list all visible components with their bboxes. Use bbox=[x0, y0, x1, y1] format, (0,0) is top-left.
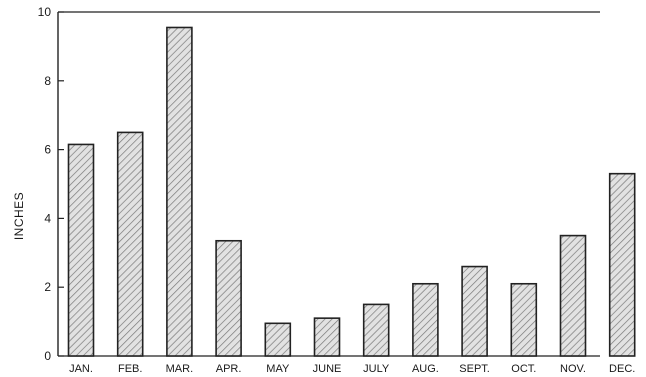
x-tick-label: MAR. bbox=[166, 363, 194, 375]
y-axis-ticks: 0 2 4 6 8 10 bbox=[38, 5, 64, 363]
bar-june bbox=[313, 317, 341, 357]
x-tick-label: JULY bbox=[363, 363, 390, 375]
x-tick-label: OCT. bbox=[511, 363, 536, 375]
x-tick-label: DEC. bbox=[609, 363, 635, 375]
y-tick-label: 2 bbox=[44, 280, 51, 294]
bar-sept bbox=[461, 265, 488, 357]
y-tick-label: 4 bbox=[44, 211, 51, 225]
bar-jan bbox=[67, 143, 95, 357]
bar-apr bbox=[215, 239, 242, 357]
bars bbox=[67, 26, 636, 357]
bar-feb bbox=[116, 131, 144, 357]
bar-mar bbox=[166, 26, 193, 357]
bar-aug bbox=[412, 282, 439, 357]
bar-may bbox=[264, 322, 292, 357]
bar-dec bbox=[608, 172, 636, 357]
y-axis-title: INCHES bbox=[12, 192, 26, 240]
x-tick-label: MAY bbox=[266, 363, 290, 375]
bar-oct bbox=[510, 282, 538, 357]
y-tick-label: 10 bbox=[38, 5, 52, 19]
x-axis-labels: JAN. FEB. MAR. APR. MAY JUNE JULY AUG. SEPT. OCT.… bbox=[69, 363, 635, 375]
y-tick-label: 6 bbox=[44, 143, 51, 157]
x-tick-label: APR. bbox=[216, 363, 242, 375]
x-tick-label: NOV. bbox=[560, 363, 586, 375]
bar-nov bbox=[559, 234, 587, 357]
x-tick-label: JUNE bbox=[313, 363, 342, 375]
y-tick-label: 0 bbox=[44, 349, 51, 363]
x-tick-label: SEPT. bbox=[459, 363, 490, 375]
bar-july bbox=[362, 303, 390, 357]
y-tick-label: 8 bbox=[44, 74, 51, 88]
x-tick-label: AUG. bbox=[412, 363, 439, 375]
x-tick-label: FEB. bbox=[118, 363, 142, 375]
x-tick-label: JAN. bbox=[69, 363, 93, 375]
